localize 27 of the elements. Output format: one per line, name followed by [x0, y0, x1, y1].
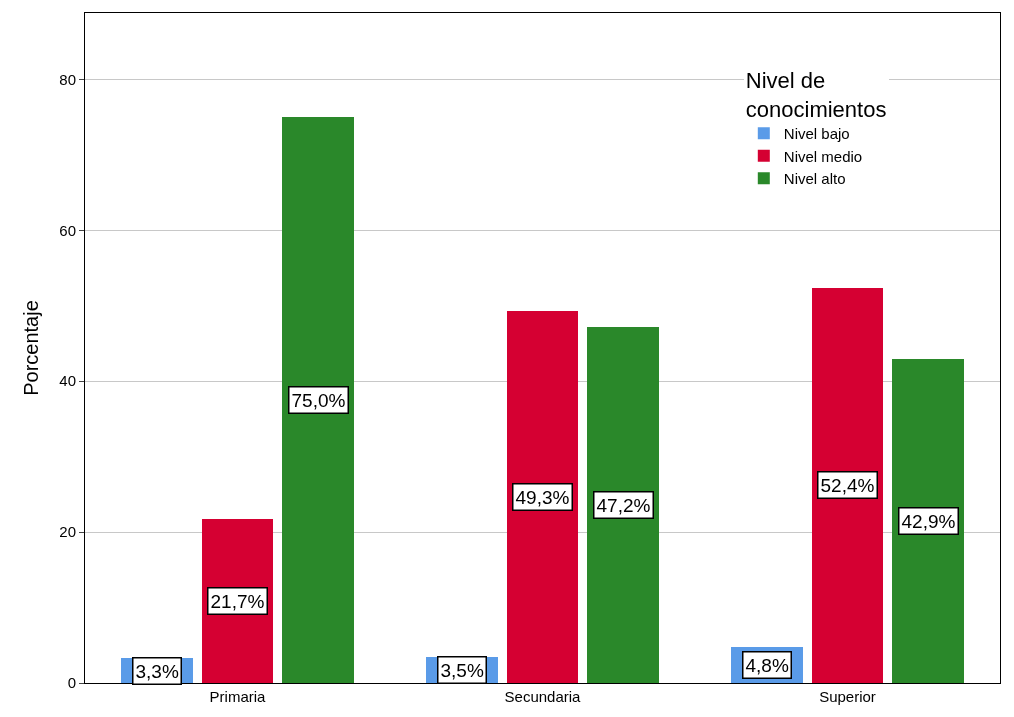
- legend-label: Nivel alto: [783, 170, 846, 188]
- data-label: 49,3%: [515, 486, 570, 508]
- bar: [282, 117, 354, 683]
- x-tick-label: Secundaria: [504, 688, 582, 705]
- y-axis-title: Porcentaje: [19, 300, 42, 396]
- legend-title: Nivel de conocimientos: [745, 68, 887, 123]
- data-label: 3,5%: [440, 659, 484, 681]
- data-label: 52,4%: [820, 474, 875, 496]
- legend-label: Nivel medio: [783, 147, 863, 165]
- x-tick-label: Superior: [819, 688, 876, 705]
- bar: [587, 327, 659, 683]
- bar: [892, 359, 964, 683]
- x-tick-label: Primaria: [209, 688, 267, 705]
- data-label: 75,0%: [291, 389, 346, 411]
- y-tick-label: 60: [59, 221, 76, 239]
- y-tick-label: 80: [59, 70, 76, 88]
- data-label: 4,8%: [745, 654, 789, 676]
- y-tick-label: 40: [59, 372, 76, 390]
- data-label: 3,3%: [135, 660, 179, 682]
- data-label: 47,2%: [596, 494, 651, 516]
- y-tick-label: 20: [59, 523, 76, 541]
- y-tick-label: 0: [67, 674, 76, 692]
- bar: [507, 311, 578, 683]
- data-label: 21,7%: [210, 590, 265, 612]
- data-label: 42,9%: [901, 510, 956, 532]
- legend-label: Nivel bajo: [783, 125, 850, 143]
- bar: [812, 288, 883, 683]
